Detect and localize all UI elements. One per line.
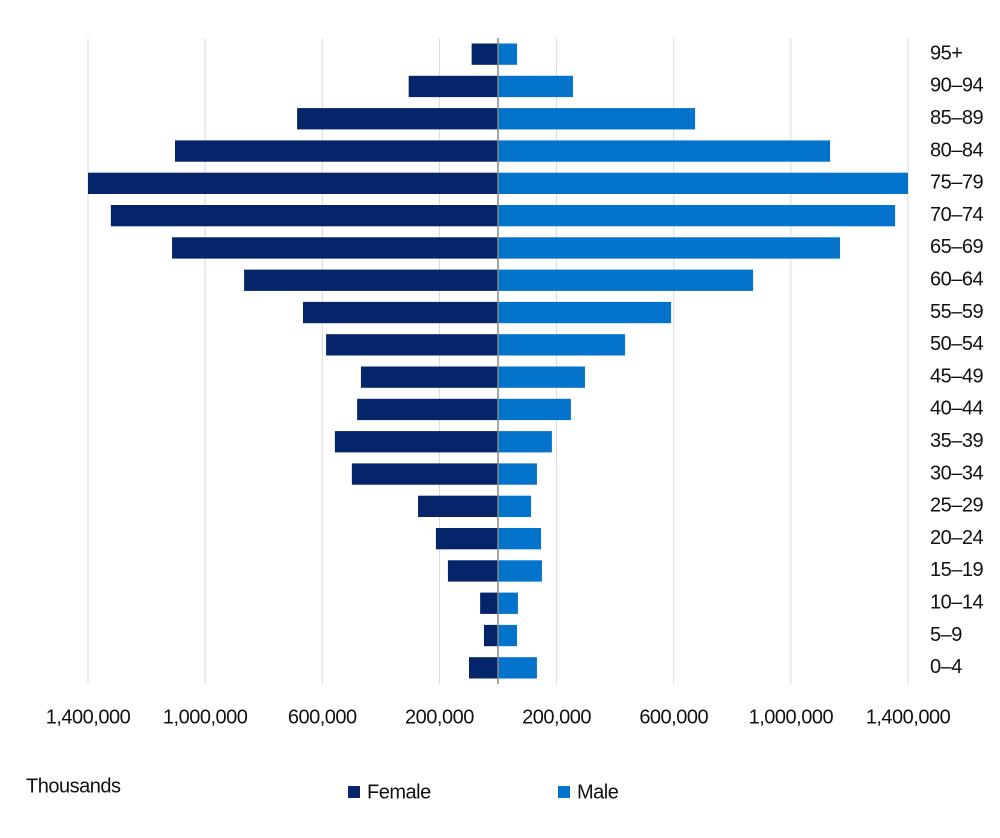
y-tick-label: 65–69	[930, 236, 983, 258]
bar	[435, 527, 498, 550]
y-tick-label: 30–34	[930, 462, 983, 484]
bar	[302, 301, 498, 324]
x-tick-label: 600,000	[288, 706, 357, 728]
bar	[498, 172, 908, 195]
y-tick-label: 70–74	[930, 204, 983, 226]
y-tick-label: 50–54	[930, 333, 983, 355]
legend-label: Male	[577, 781, 619, 803]
bar	[498, 366, 585, 388]
y-tick-label: 75–79	[930, 172, 983, 194]
bar	[498, 140, 831, 162]
x-tick-label: 1,400,000	[866, 706, 951, 728]
y-tick-label: 85–89	[930, 107, 983, 129]
y-tick-label: 15–19	[930, 559, 983, 581]
bar	[498, 495, 532, 518]
y-tick-label: 35–39	[930, 430, 983, 452]
x-tick-label: 1,000,000	[749, 706, 834, 728]
bar	[480, 592, 498, 614]
x-tick-label: 200,000	[522, 706, 591, 728]
bar	[88, 172, 498, 195]
bar	[357, 398, 498, 421]
y-tick-label: 5–9	[930, 624, 962, 646]
y-tick-label: 60–64	[930, 269, 983, 291]
bar	[498, 269, 754, 291]
x-tick-label: 600,000	[639, 706, 708, 728]
bar	[174, 140, 498, 162]
bar	[498, 560, 542, 582]
bar	[498, 334, 626, 356]
legend-swatch	[348, 786, 360, 798]
y-tick-label: 25–29	[930, 495, 983, 517]
bar	[334, 431, 498, 453]
bar	[418, 495, 498, 518]
y-tick-label: 80–84	[930, 139, 983, 161]
bar	[172, 237, 499, 259]
legend-swatch	[558, 786, 570, 798]
bar	[110, 204, 498, 227]
x-tick-label: 200,000	[405, 706, 474, 728]
bar	[244, 269, 498, 291]
bar	[498, 204, 896, 227]
bar	[498, 43, 518, 65]
y-tick-label: 40–44	[930, 398, 983, 420]
x-axis-label: Thousands	[26, 775, 121, 797]
bar	[297, 108, 498, 130]
bar	[408, 75, 498, 98]
bar	[351, 463, 498, 485]
bar	[498, 657, 537, 679]
bar	[469, 657, 498, 679]
bar	[498, 108, 696, 130]
y-tick-label: 55–59	[930, 301, 983, 323]
bar	[498, 431, 552, 453]
bar	[498, 527, 542, 550]
x-tick-label: 1,000,000	[163, 706, 248, 728]
legend-label: Female	[367, 781, 431, 803]
bar	[483, 624, 498, 647]
bar	[447, 560, 498, 582]
bar	[498, 592, 518, 614]
y-tick-label: 10–14	[930, 592, 983, 614]
y-tick-label: 45–49	[930, 365, 983, 387]
bar	[498, 237, 841, 259]
bar	[360, 366, 498, 388]
bar	[326, 334, 498, 356]
y-tick-label: 20–24	[930, 527, 983, 549]
bar	[471, 43, 498, 65]
x-tick-label: 1,400,000	[46, 706, 131, 728]
bar	[498, 463, 537, 485]
bar	[498, 75, 573, 98]
bar	[498, 624, 518, 647]
bar	[498, 301, 672, 324]
y-tick-label: 90–94	[930, 75, 983, 97]
bar	[498, 398, 571, 421]
y-tick-label: 0–4	[930, 656, 962, 678]
y-tick-label: 95+	[930, 42, 962, 64]
